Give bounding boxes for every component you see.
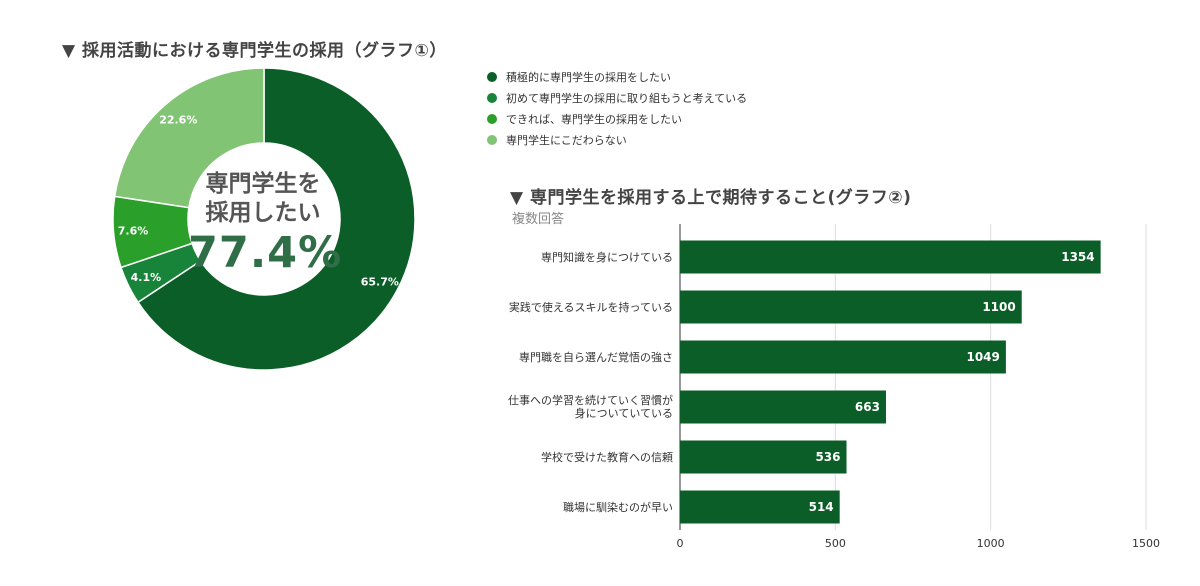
legend-label: 初めて専門学生の採用に取り組もうと考えている <box>506 91 748 105</box>
legend-item: 初めて専門学生の採用に取り組もうと考えている <box>487 87 747 108</box>
legend-label: 専門学生にこだわらない <box>506 133 627 147</box>
bar-value-label: 1100 <box>982 300 1015 314</box>
donut-center-label-line1: 専門学生を <box>205 171 321 197</box>
legend-label: 積極的に専門学生の採用をしたい <box>506 70 671 84</box>
donut-chart-title: ▼ 採用活動における専門学生の採用（グラフ①） <box>62 41 447 61</box>
donut-center-label-line2: 採用したい <box>205 200 321 226</box>
bar-value-label: 514 <box>809 500 834 514</box>
legend-item: 専門学生にこだわらない <box>487 129 747 150</box>
bar <box>680 240 1101 274</box>
donut-slice <box>113 67 265 209</box>
bar-chart-title: ▼ 専門学生を採用する上で期待すること(グラフ②) <box>510 188 912 208</box>
bar <box>680 440 847 474</box>
bar-x-tick-label: 1000 <box>977 537 1005 550</box>
bar-category-label: 仕事への学習を続けていく習慣が 身についていている <box>508 394 673 420</box>
legend-swatch <box>487 92 497 103</box>
donut-slice-label: 7.6% <box>118 225 149 238</box>
bar <box>680 490 840 524</box>
legend-swatch <box>487 71 497 82</box>
donut-slice-label: 4.1% <box>131 271 162 284</box>
legend-label: できれば、専門学生の採用をしたい <box>506 112 682 126</box>
donut-legend: 積極的に専門学生の採用をしたい初めて専門学生の採用に取り組もうと考えている できれ… <box>487 66 747 150</box>
legend-swatch <box>487 134 497 145</box>
bar <box>680 390 886 424</box>
bar-category-label: 専門知識を身につけている <box>541 250 673 264</box>
bar-value-label: 1049 <box>966 350 999 364</box>
bar <box>680 340 1006 374</box>
donut-center-text: 専門学生を 採用したい 77.4% <box>188 170 343 278</box>
donut-slice-label: 22.6% <box>159 113 197 126</box>
donut-slice-label: 65.7% <box>361 275 399 288</box>
bar-value-label: 663 <box>855 400 880 414</box>
donut-center-value: 77.4% <box>188 228 343 278</box>
bar-x-tick-label: 500 <box>825 537 846 550</box>
legend-item: 積極的に専門学生の採用をしたい <box>487 66 747 87</box>
bar-category-label: 実践で使えるスキルを持っている <box>508 300 673 314</box>
legend-swatch <box>487 113 497 124</box>
bar-category-label: 職場に馴染むのが早い <box>563 500 673 514</box>
legend-item: できれば、専門学生の採用をしたい <box>487 108 747 129</box>
bar-x-tick-label: 1500 <box>1132 537 1160 550</box>
bar-x-tick-label: 0 <box>677 537 684 550</box>
bar-value-label: 1354 <box>1061 250 1094 264</box>
bar-category-label: 学校で受けた教育への信頼 <box>541 450 673 464</box>
bar-value-label: 536 <box>815 450 840 464</box>
bar-category-label: 専門職を自ら選んだ覚悟の強さ <box>519 350 673 364</box>
donut-slice <box>137 67 416 371</box>
bar-chart-subtitle: 複数回答 <box>512 212 565 227</box>
bar <box>680 290 1022 324</box>
